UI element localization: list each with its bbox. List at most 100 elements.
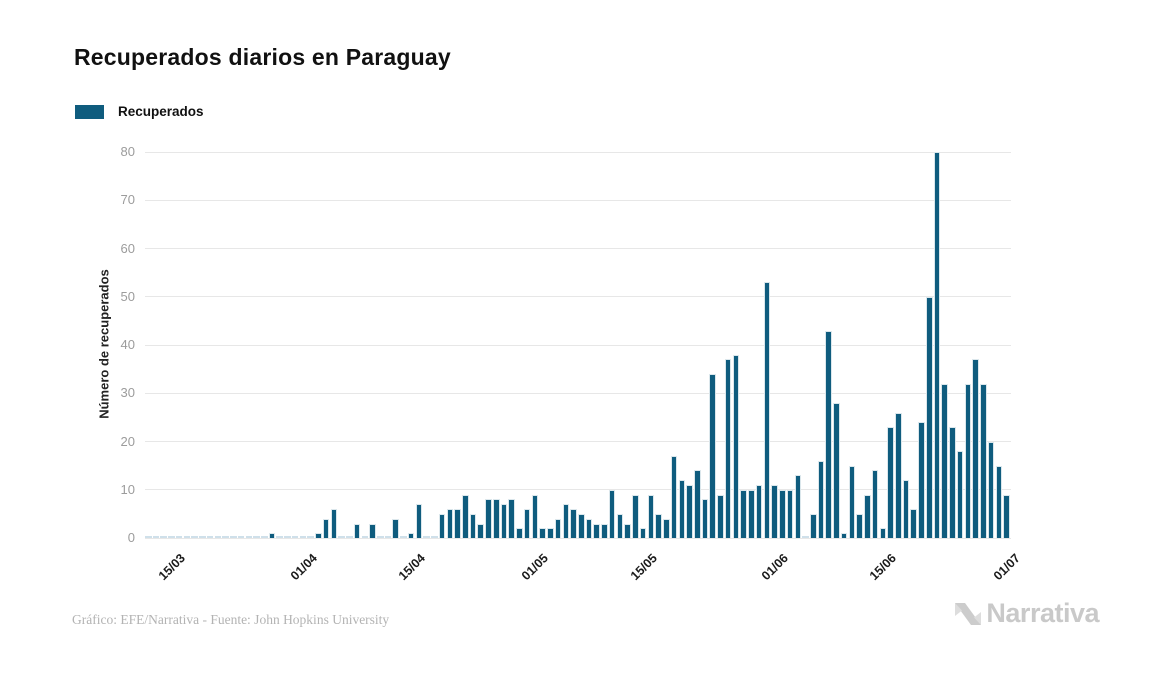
narrativa-logo: Narrativa (953, 598, 1099, 629)
bar (802, 536, 809, 538)
bar (183, 536, 191, 538)
gridline (145, 151, 1011, 153)
bar (407, 533, 415, 538)
bar (763, 282, 771, 538)
bar (392, 518, 399, 538)
bar (779, 489, 786, 538)
bar (616, 513, 624, 538)
bar (910, 509, 918, 538)
bar (260, 536, 268, 538)
x-tick-label: 01/05 (519, 551, 552, 584)
bar (322, 518, 330, 538)
x-tick-label: 01/06 (759, 551, 792, 584)
bar (454, 509, 461, 538)
bar (160, 536, 168, 538)
bar (701, 499, 709, 538)
bar (918, 422, 925, 538)
y-tick-label: 60 (120, 240, 135, 256)
bar (384, 536, 392, 538)
bar (152, 536, 160, 538)
y-tick-label: 20 (120, 433, 135, 449)
bar (639, 528, 647, 538)
bar (732, 354, 740, 538)
bar (933, 152, 941, 538)
bar (477, 523, 485, 538)
bar (871, 470, 879, 538)
bar (346, 536, 353, 538)
legend-label: Recuperados (118, 104, 204, 119)
bar (949, 427, 956, 538)
bar (632, 494, 639, 538)
bar (462, 494, 469, 538)
bar (539, 528, 546, 538)
bar (902, 480, 910, 538)
y-tick-label: 50 (120, 288, 135, 304)
bar (423, 536, 430, 538)
bar (578, 513, 585, 538)
bar (1003, 494, 1010, 538)
bar (369, 523, 376, 538)
gridline (145, 537, 1011, 539)
bar (230, 536, 237, 538)
bar (361, 536, 369, 538)
bar (972, 359, 979, 538)
bar (817, 460, 825, 538)
bar (516, 528, 523, 538)
gridline (145, 344, 1011, 346)
bar (500, 504, 508, 538)
bar (864, 494, 871, 538)
bar (980, 383, 987, 538)
bar (856, 513, 863, 538)
bar (338, 536, 345, 538)
bar (299, 536, 307, 538)
bar (469, 513, 477, 538)
bar (786, 489, 794, 538)
y-tick-label: 80 (120, 144, 135, 159)
bar (145, 536, 152, 538)
bar (531, 494, 539, 538)
legend-swatch (75, 104, 104, 119)
bar (168, 536, 175, 538)
bar (879, 528, 887, 538)
x-tick-label: 15/03 (155, 551, 188, 584)
bar (253, 536, 260, 538)
bar (438, 513, 446, 538)
x-tick-label: 15/05 (627, 551, 660, 584)
bar (508, 499, 515, 538)
bar (222, 536, 229, 538)
bar (276, 536, 283, 538)
bar (237, 536, 245, 538)
x-tick-label: 15/06 (867, 551, 900, 584)
bar (840, 533, 848, 538)
bar (608, 489, 616, 538)
bar (825, 330, 832, 538)
source-credit: Gráfico: EFE/Narrativa - Fuente: John Ho… (72, 612, 390, 627)
bar (570, 509, 577, 538)
bar (562, 504, 570, 538)
bar (315, 533, 322, 538)
bar (284, 536, 291, 538)
bar (748, 489, 755, 538)
bar (492, 499, 500, 538)
gridline (145, 199, 1011, 201)
bar (647, 494, 655, 538)
bar (956, 451, 964, 538)
bar (214, 536, 222, 538)
bar (941, 383, 948, 538)
bar (291, 536, 299, 538)
bar (199, 536, 206, 538)
bar (191, 536, 198, 538)
bar (547, 528, 554, 538)
bar (601, 523, 608, 538)
bar (693, 470, 701, 538)
bar (887, 427, 894, 538)
bar (245, 536, 253, 538)
gridline (145, 296, 1011, 298)
bar (925, 296, 933, 538)
bar (987, 441, 995, 538)
bar (206, 536, 214, 538)
y-tick-label: 0 (127, 530, 135, 545)
bar (995, 465, 1003, 538)
bar (755, 484, 763, 538)
